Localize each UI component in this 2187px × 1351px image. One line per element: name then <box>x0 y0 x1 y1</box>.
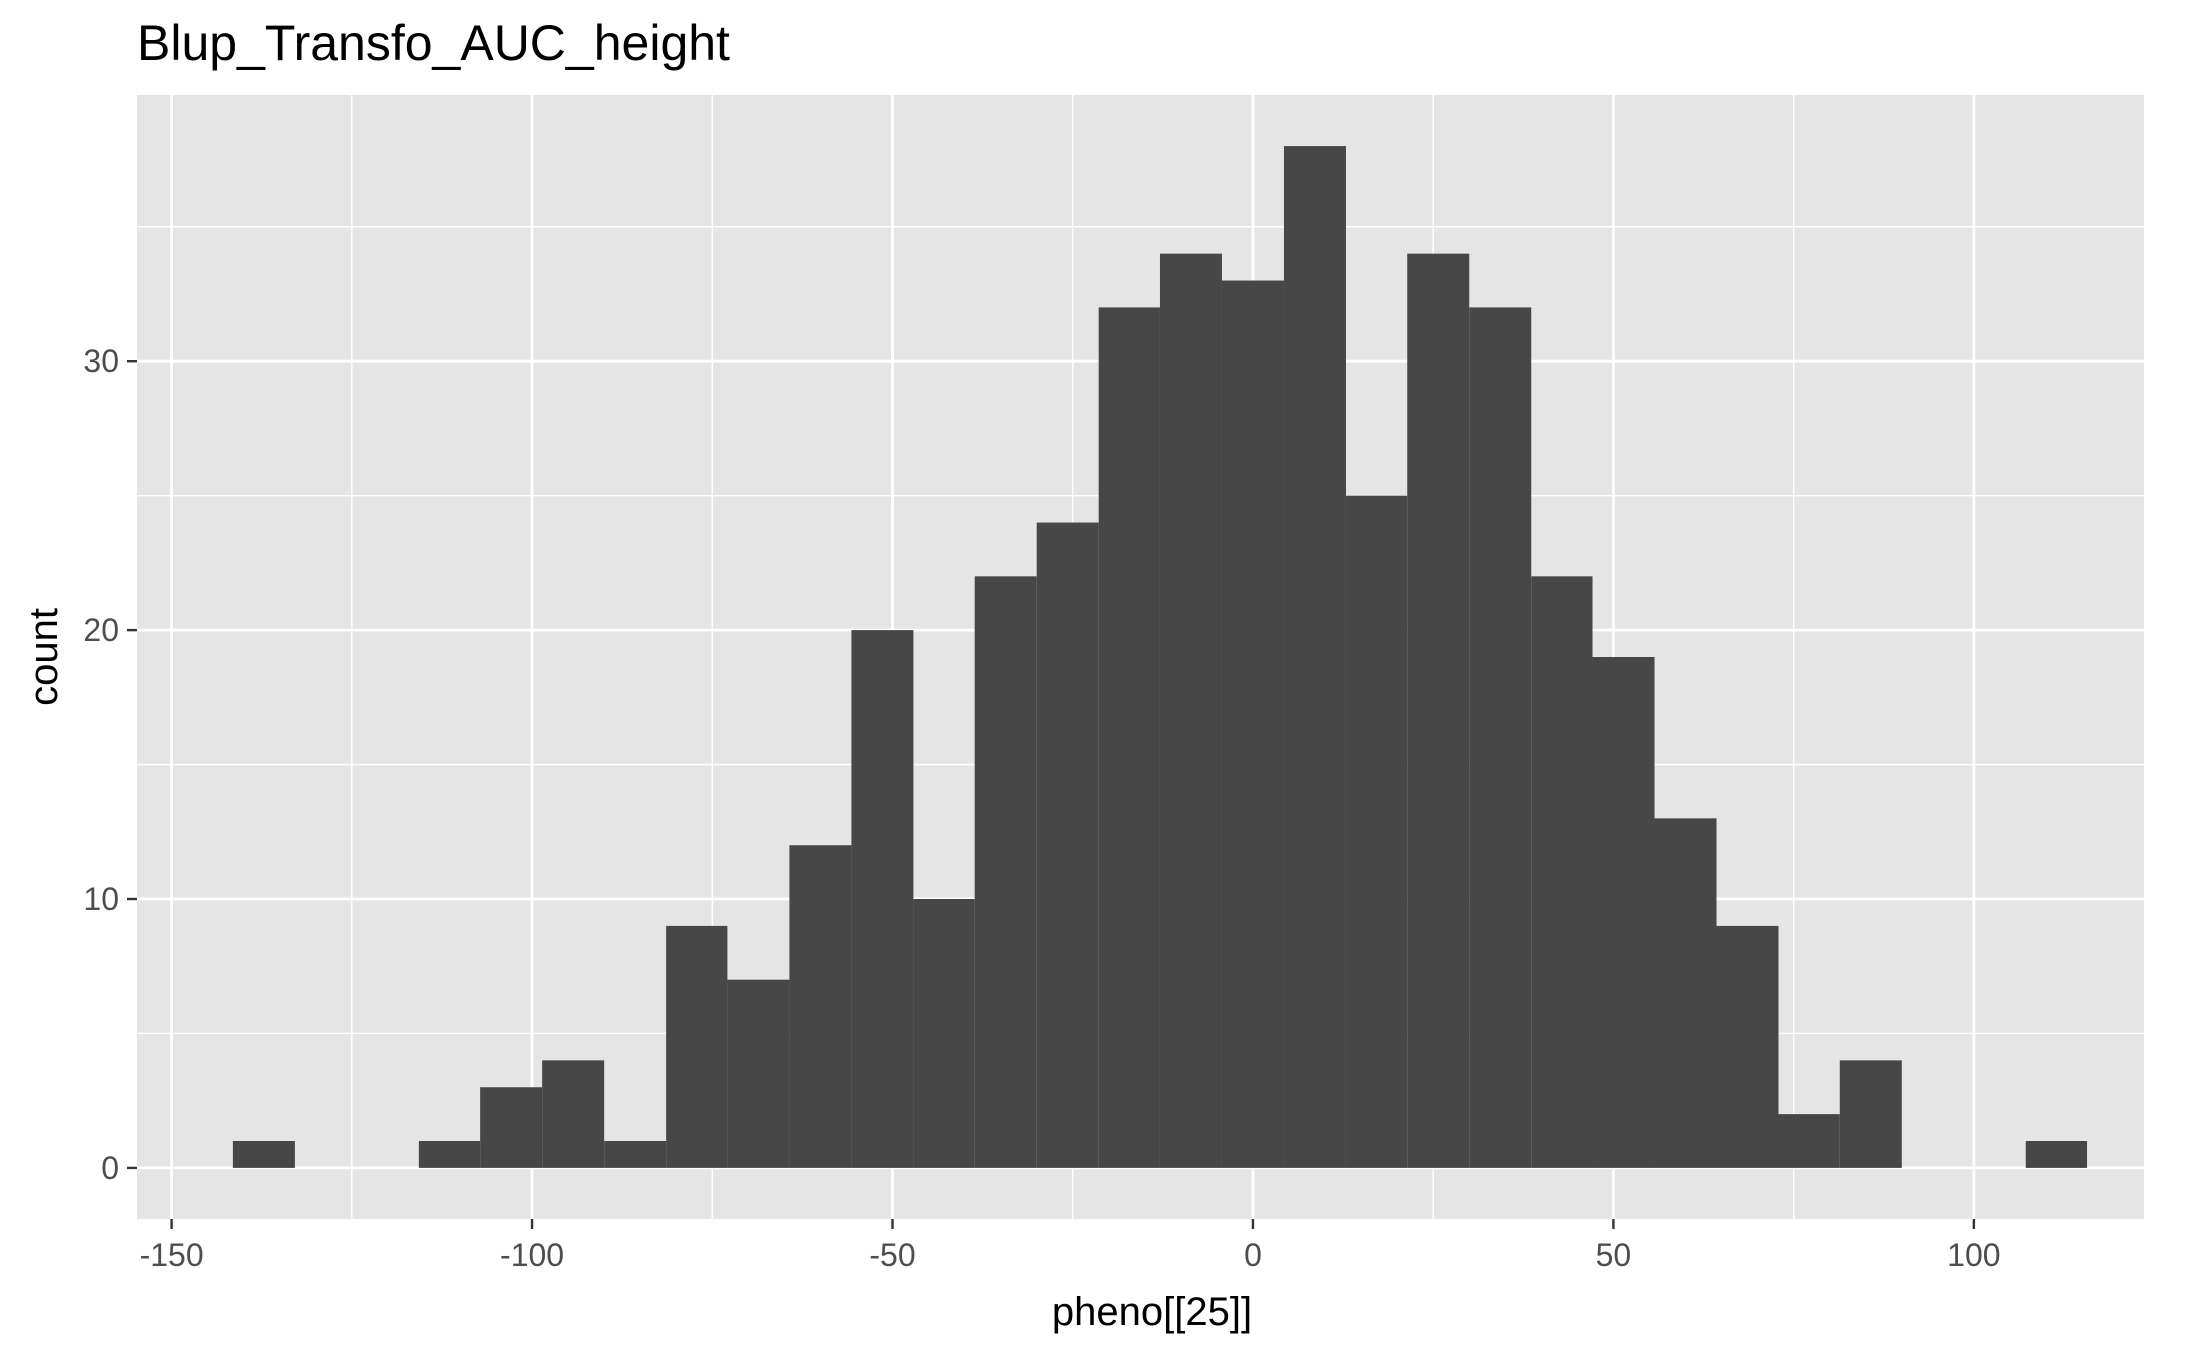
histogram-bar <box>1716 925 1779 1168</box>
histogram-bar <box>1654 818 1717 1168</box>
y-tick-label: 10 <box>83 881 119 917</box>
histogram-bar <box>851 630 914 1168</box>
y-tick-label: 30 <box>83 343 119 379</box>
x-tick-label: 0 <box>1244 1237 1262 1273</box>
histogram-bar <box>727 979 790 1168</box>
histogram-bars <box>232 146 2088 1168</box>
histogram-bar <box>1469 307 1532 1168</box>
histogram-bar <box>1778 1114 1840 1168</box>
x-tick-label: 50 <box>1596 1237 1632 1273</box>
histogram-bar <box>1159 253 1222 1168</box>
histogram-bar <box>789 845 852 1168</box>
histogram-bar <box>232 1141 295 1168</box>
histogram-bar <box>913 899 975 1168</box>
histogram-bar <box>604 1141 667 1168</box>
x-tick-label: -100 <box>500 1237 564 1273</box>
histogram-bar <box>666 925 728 1168</box>
chart-title: Blup_Transfo_AUC_height <box>137 15 730 71</box>
x-axis: -150 -100 -50 0 50 100 <box>140 1219 2001 1273</box>
histogram-bar <box>1283 146 1346 1168</box>
histogram-bar <box>1098 307 1160 1168</box>
y-axis-title: count <box>22 608 66 706</box>
x-axis-title: pheno[[25]] <box>1052 1290 1252 1334</box>
histogram-bar <box>974 576 1037 1168</box>
histogram-bar <box>542 1060 605 1168</box>
histogram-bar <box>480 1087 543 1168</box>
histogram-bar <box>1839 1060 1902 1168</box>
histogram-bar <box>1531 576 1593 1168</box>
histogram-bar <box>418 1141 481 1168</box>
histogram-bar <box>1221 280 1284 1168</box>
histogram-bar <box>1592 657 1655 1168</box>
y-tick-label: 20 <box>83 612 119 648</box>
histogram-bar <box>2025 1141 2088 1168</box>
y-axis: 0 10 20 30 <box>83 343 137 1186</box>
histogram-bar <box>1345 495 1408 1168</box>
x-tick-label: -50 <box>869 1237 915 1273</box>
x-tick-label: -150 <box>140 1237 204 1273</box>
histogram-bar <box>1407 253 1470 1168</box>
histogram-bar <box>1036 522 1099 1168</box>
x-tick-label: 100 <box>1947 1237 2000 1273</box>
y-tick-label: 0 <box>101 1150 119 1186</box>
